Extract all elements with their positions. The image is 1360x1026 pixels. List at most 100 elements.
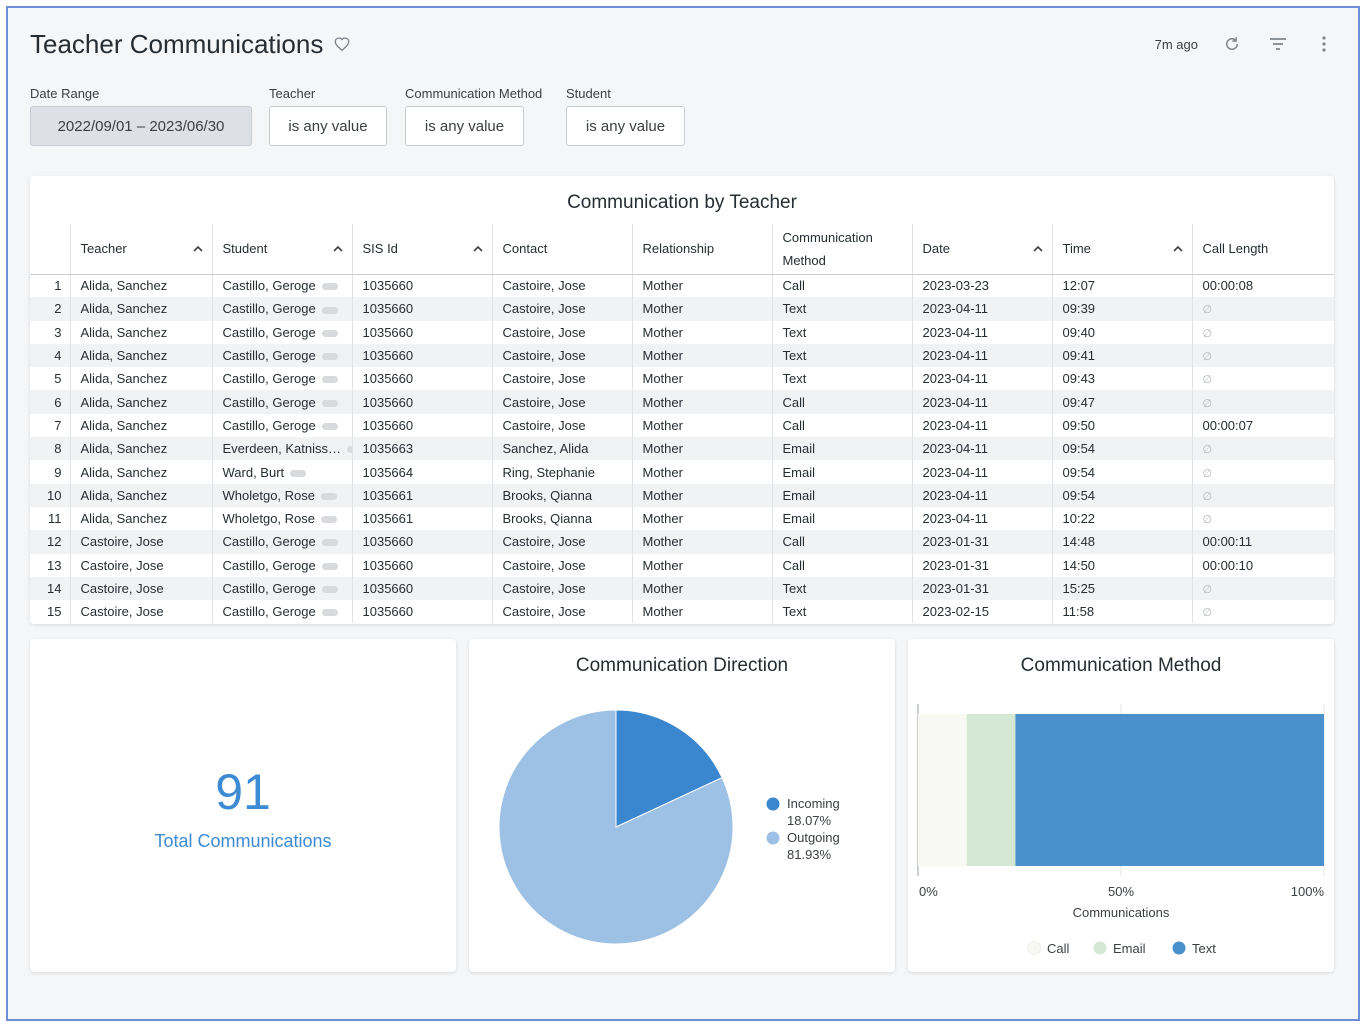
table-cell: Castoire, Jose: [492, 413, 633, 438]
table-row[interactable]: 13 Castoire, Jose Castillo, Geroge 1035660 C…: [30, 553, 1334, 577]
more-actions-icon[interactable]: [321, 422, 338, 430]
total-communications-card: 91 Total Communications: [30, 639, 456, 972]
cell-text: 1035660: [362, 534, 414, 550]
filter-icon[interactable]: [1266, 32, 1290, 56]
date-range-button[interactable]: 2022/09/01 – 2023/06/30: [30, 106, 252, 146]
legend-label[interactable]: Outgoing: [787, 830, 840, 845]
table-cell: Castoire, Jose: [492, 367, 633, 391]
communication-direction-card: Communication Direction Incoming 18.07% Ou…: [469, 639, 895, 972]
cell-text: Text: [782, 324, 807, 340]
student-filter-button[interactable]: is any value: [566, 106, 685, 146]
sort-asc-icon[interactable]: [1032, 243, 1044, 255]
cell-text: Email: [782, 464, 816, 480]
more-actions-icon[interactable]: [321, 376, 338, 384]
more-actions-icon[interactable]: [321, 283, 338, 291]
table-row[interactable]: 15 Castoire, Jose Castillo, Geroge 1035660 C…: [30, 600, 1334, 624]
table-cell: 2023-04-11: [912, 390, 1053, 414]
more-actions-icon[interactable]: [321, 586, 338, 594]
table-row[interactable]: 1 Alida, Sanchez Castillo, Geroge 1035660 Ca…: [30, 274, 1334, 298]
more-actions-icon[interactable]: [321, 306, 338, 314]
more-actions-icon[interactable]: [321, 353, 338, 361]
cell-text: Alida, Sanchez: [80, 417, 168, 433]
cell-text: Alida, Sanchez: [80, 441, 168, 457]
table-cell: Email: [772, 506, 913, 531]
pie-slice-incoming[interactable]: [615, 709, 723, 828]
communication-table-card: Communication by Teacher Teacher Student…: [30, 176, 1334, 624]
method-filter-button[interactable]: is any value: [405, 106, 524, 146]
more-actions-icon[interactable]: [321, 492, 337, 500]
table-cell: Mother: [632, 506, 773, 531]
table-cell: Alida, Sanchez: [70, 343, 213, 368]
more-actions-icon[interactable]: [321, 609, 338, 617]
cell-text: 00:00:08: [1202, 278, 1254, 294]
pie-slice-outgoing[interactable]: [498, 709, 734, 945]
x-tick-label: 100%: [1291, 884, 1325, 899]
table-row[interactable]: 7 Alida, Sanchez Castillo, Geroge 1035660 Ca…: [30, 413, 1334, 438]
more-options-icon[interactable]: [1312, 32, 1336, 56]
cell-text: 2023-04-11: [922, 348, 989, 364]
row-number: 15: [30, 600, 71, 624]
sort-asc-icon[interactable]: [332, 243, 344, 255]
col-header-method[interactable]: Communication Method: [772, 224, 913, 275]
col-header-time[interactable]: Time: [1052, 224, 1193, 275]
table-row[interactable]: 4 Alida, Sanchez Castillo, Geroge 1035660 Ca…: [30, 343, 1334, 368]
cell-text: Alida, Sanchez: [80, 464, 168, 480]
legend-label[interactable]: Text: [1192, 941, 1216, 956]
more-actions-icon[interactable]: [321, 516, 337, 524]
bar-segment-text[interactable]: [1015, 714, 1324, 866]
col-header-student[interactable]: Student: [212, 224, 353, 275]
more-actions-icon[interactable]: [290, 469, 307, 477]
col-header-teacher[interactable]: Teacher: [70, 224, 213, 275]
refresh-icon[interactable]: [1220, 32, 1244, 56]
table-cell: Castillo, Geroge: [212, 576, 353, 601]
filter-label: Teacher: [269, 86, 316, 101]
cell-text: 09:39: [1062, 301, 1096, 317]
table-row[interactable]: 12 Castoire, Jose Castillo, Geroge 1035660 C…: [30, 530, 1334, 554]
table-row[interactable]: 8 Alida, Sanchez Everdeen, Katniss… 1035663…: [30, 437, 1334, 461]
table-cell: Castillo, Geroge: [212, 320, 353, 344]
favorite-heart-icon[interactable]: [333, 35, 351, 53]
cell-text: 2023-04-11: [922, 441, 989, 457]
table-row[interactable]: 6 Alida, Sanchez Castillo, Geroge 1035660 Ca…: [30, 390, 1334, 414]
cell-text: Castoire, Jose: [502, 394, 586, 410]
col-header-contact[interactable]: Contact: [492, 224, 633, 275]
more-actions-icon[interactable]: [321, 329, 338, 337]
table-cell: 15:25: [1052, 576, 1193, 601]
legend-label[interactable]: Email: [1113, 941, 1146, 956]
cell-text: Alida, Sanchez: [80, 487, 168, 503]
table-row[interactable]: 10 Alida, Sanchez Wholetgo, Rose 1035661 Bro…: [30, 483, 1334, 507]
cell-text: 00:00:11: [1202, 534, 1253, 550]
legend-label[interactable]: Incoming: [787, 796, 840, 811]
sort-asc-icon[interactable]: [1172, 243, 1184, 255]
bar-segment-email[interactable]: [966, 714, 1016, 866]
cell-text: Alida, Sanchez: [80, 348, 168, 364]
cell-text: Alida, Sanchez: [80, 278, 168, 294]
table-row[interactable]: 9 Alida, Sanchez Ward, Burt 1035664 Ring, St…: [30, 460, 1334, 484]
table-cell: Alida, Sanchez: [70, 437, 213, 461]
col-header-sis-id[interactable]: SIS Id: [352, 224, 493, 275]
bar-segment-call[interactable]: [918, 714, 967, 866]
sort-asc-icon[interactable]: [472, 243, 484, 255]
legend-label[interactable]: Call: [1047, 941, 1070, 956]
more-actions-icon[interactable]: [321, 399, 338, 407]
null-value-icon: ∅: [1202, 304, 1213, 317]
cell-text: Castillo, Geroge: [222, 557, 316, 573]
col-header-relationship[interactable]: Relationship: [632, 224, 773, 275]
table-row[interactable]: 11 Alida, Sanchez Wholetgo, Rose 1035661 Bro…: [30, 506, 1334, 531]
direction-pie-chart: Incoming 18.07% Outgoing 81.93%: [498, 709, 840, 945]
cell-text: 1035660: [362, 604, 414, 620]
more-actions-icon[interactable]: [321, 562, 338, 570]
table-row[interactable]: 3 Alida, Sanchez Castillo, Geroge 1035660 Ca…: [30, 320, 1334, 344]
table-row[interactable]: 5 Alida, Sanchez Castillo, Geroge 1035660 Ca…: [30, 367, 1334, 391]
table-cell: 00:00:11: [1192, 530, 1334, 554]
col-header-date[interactable]: Date: [912, 224, 1053, 275]
table-row[interactable]: 2 Alida, Sanchez Castillo, Geroge 1035660 Ca…: [30, 297, 1334, 321]
cell-text: 1035661: [362, 487, 414, 503]
cell-text: Castoire, Jose: [80, 604, 164, 620]
more-actions-icon[interactable]: [347, 446, 351, 454]
col-header-call-length[interactable]: Call Length: [1192, 224, 1334, 275]
teacher-filter-button[interactable]: is any value: [269, 106, 387, 146]
table-row[interactable]: 14 Castoire, Jose Castillo, Geroge 1035660 C…: [30, 576, 1334, 601]
more-actions-icon[interactable]: [321, 539, 338, 547]
sort-asc-icon[interactable]: [192, 243, 204, 255]
